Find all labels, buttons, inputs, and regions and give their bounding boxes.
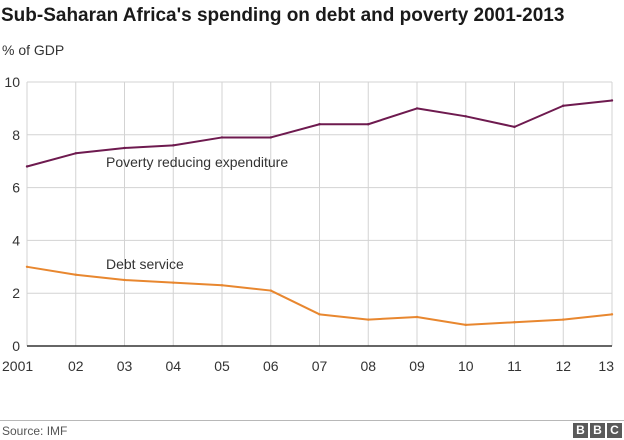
data-point-poverty — [269, 136, 272, 139]
bbc-logo-block: B — [590, 423, 605, 438]
x-tick-label: 04 — [165, 358, 181, 374]
data-point-poverty — [513, 125, 516, 129]
data-point-poverty — [25, 165, 29, 168]
data-point-debt — [318, 313, 321, 316]
y-tick-label: 8 — [12, 127, 20, 143]
data-point-poverty — [123, 146, 126, 150]
data-point-debt — [367, 318, 370, 321]
series-label-debt: Debt service — [106, 256, 184, 272]
bbc-logo-block: C — [607, 423, 622, 438]
x-tick-label: 03 — [117, 358, 133, 374]
source-note: Source: IMF — [2, 424, 68, 438]
x-tick-label: 2001 — [2, 358, 33, 374]
data-point-poverty — [74, 152, 77, 155]
bbc-logo: B B C — [573, 423, 622, 438]
data-point-poverty — [415, 107, 419, 110]
data-point-debt — [464, 323, 467, 327]
x-tick-label: 11 — [507, 358, 522, 374]
x-tick-label: 05 — [214, 358, 230, 374]
data-point-poverty — [367, 123, 370, 126]
x-tick-label: 02 — [68, 358, 84, 374]
x-tick-label: 10 — [458, 358, 474, 374]
y-tick-label: 0 — [12, 338, 20, 354]
y-tick-label: 6 — [12, 180, 20, 196]
data-point-debt — [220, 284, 224, 287]
data-point-debt — [562, 318, 565, 321]
x-tick-label: 08 — [360, 358, 376, 374]
chart-title: Sub-Saharan Africa's spending on debt an… — [1, 5, 565, 26]
y-tick-label: 10 — [4, 74, 20, 90]
data-point-poverty — [610, 99, 614, 102]
data-point-debt — [513, 321, 516, 324]
data-point-debt — [123, 278, 126, 282]
data-point-debt — [25, 265, 29, 268]
data-point-poverty — [172, 144, 175, 147]
y-tick-label: 4 — [12, 232, 20, 248]
x-tick-label: 13 — [598, 358, 614, 374]
data-point-debt — [415, 315, 419, 319]
data-point-poverty — [562, 104, 565, 107]
x-tick-label: 12 — [555, 358, 571, 374]
data-point-debt — [610, 313, 614, 316]
x-tick-label: 06 — [263, 358, 279, 374]
x-tick-label: 07 — [312, 358, 328, 374]
y-axis-unit-label: % of GDP — [2, 42, 65, 58]
bbc-logo-block: B — [573, 423, 588, 438]
data-point-poverty — [220, 136, 224, 139]
data-point-debt — [74, 273, 77, 276]
data-point-poverty — [318, 123, 321, 126]
y-tick-label: 2 — [12, 285, 20, 301]
data-point-debt — [172, 281, 175, 284]
data-point-poverty — [464, 115, 467, 118]
series-label-poverty: Poverty reducing expenditure — [106, 154, 288, 170]
data-point-debt — [269, 289, 272, 292]
footer-divider — [0, 420, 624, 421]
x-tick-label: 09 — [409, 358, 425, 374]
